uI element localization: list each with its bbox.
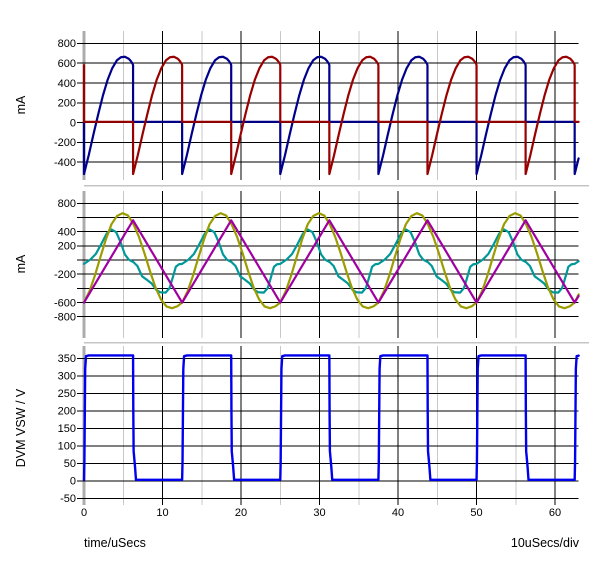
y-tick-label: -600 — [54, 297, 76, 309]
y-tick-label: 300 — [58, 371, 76, 383]
y-tick-label: 200 — [58, 406, 76, 418]
y-tick-label: 100 — [58, 441, 76, 453]
y-tick-label: 0 — [70, 117, 76, 129]
x-tick-label: 60 — [549, 507, 561, 519]
y-tick-label: 250 — [58, 388, 76, 400]
y-tick-label: 800 — [58, 198, 76, 210]
y-tick-label: -400 — [54, 157, 76, 169]
y-tick-label: 200 — [58, 241, 76, 253]
y-tick-label: 200 — [58, 98, 76, 110]
y-tick-label: -800 — [54, 312, 76, 324]
y-tick-label: -200 — [54, 137, 76, 149]
y-tick-label: 800 — [58, 38, 76, 50]
trace-dark-blue-current[interactable] — [82, 55, 580, 176]
y-tick-label: 50 — [64, 458, 76, 470]
y-tick-label: 600 — [58, 58, 76, 70]
x-tick-label: 50 — [470, 507, 482, 519]
y-tick-label: -50 — [60, 493, 76, 505]
trace-olive-current[interactable] — [82, 212, 580, 310]
x-axis-scale-label: 10uSecs/div — [510, 536, 579, 550]
y-tick-label: 400 — [58, 78, 76, 90]
x-tick-label: 10 — [156, 507, 168, 519]
x-tick-label: 20 — [235, 507, 247, 519]
x-tick-label: 0 — [81, 507, 87, 519]
y-tick-label: 350 — [58, 353, 76, 365]
y-axis-label-bottom: DVM VSW / V — [14, 388, 28, 468]
x-tick-label: 40 — [392, 507, 404, 519]
x-tick-label: 30 — [313, 507, 325, 519]
y-axis-label-top: mA — [14, 95, 28, 115]
y-tick-label: 400 — [58, 226, 76, 238]
x-axis-title: time/uSecs — [84, 536, 146, 550]
y-tick-label: 0 — [70, 476, 76, 488]
trace-switch-node-voltage[interactable] — [82, 354, 580, 481]
y-tick-label: 150 — [58, 423, 76, 435]
y-axis-label-middle: mA — [14, 254, 28, 274]
y-tick-label: -200 — [54, 269, 76, 281]
trace-purple-current[interactable] — [82, 219, 580, 304]
trace-dark-red-current[interactable] — [82, 55, 580, 176]
